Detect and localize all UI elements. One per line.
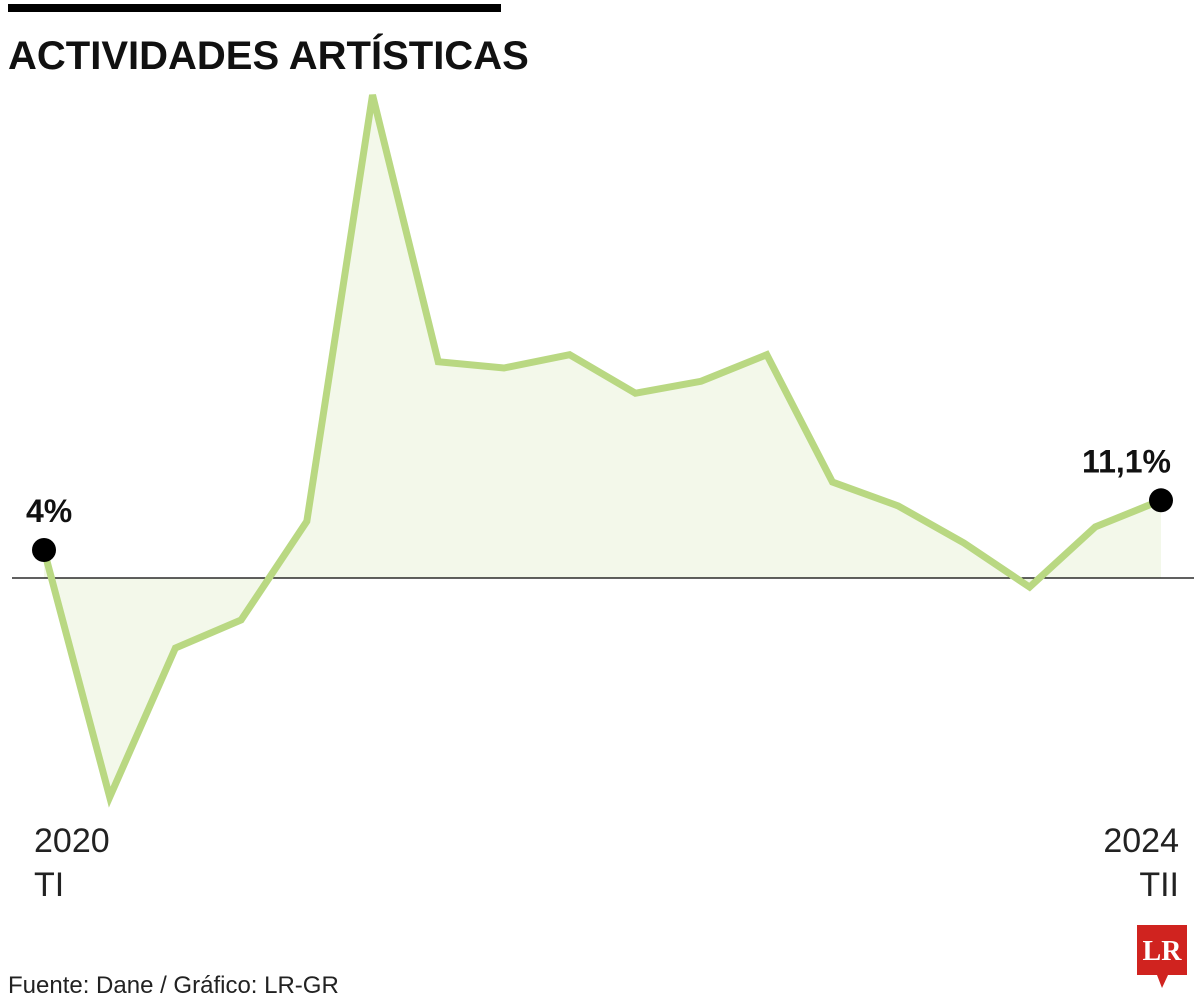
chart-title: ACTIVIDADES ARTÍSTICAS xyxy=(8,33,529,78)
x-tick-label: TII xyxy=(1139,866,1179,904)
logo-text: LR xyxy=(1143,936,1183,967)
area xyxy=(44,95,1161,798)
x-tick-label: 2020 xyxy=(34,822,110,860)
end-dot xyxy=(1149,488,1173,513)
x-tick-label: 2024 xyxy=(1103,822,1179,860)
x-tick-label: TI xyxy=(34,866,64,904)
logo-box xyxy=(1137,925,1187,988)
logo: LR xyxy=(1137,925,1187,988)
value-label: 4% xyxy=(26,493,72,529)
value-label: 11,1% xyxy=(1082,443,1171,479)
line xyxy=(40,94,1163,808)
end-dot xyxy=(32,538,56,562)
title-bar xyxy=(8,4,501,12)
source: Fuente: Dane / Gráfico: LR-GR xyxy=(8,972,339,999)
